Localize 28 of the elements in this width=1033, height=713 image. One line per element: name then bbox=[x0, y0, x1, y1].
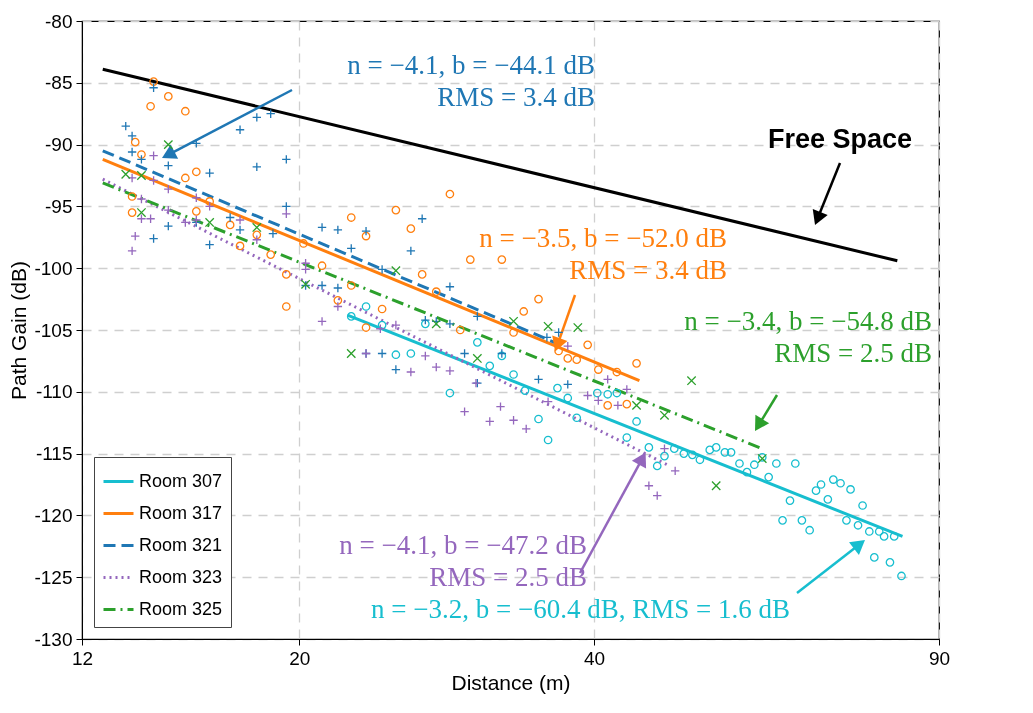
y-tick-label: -80 bbox=[45, 10, 73, 32]
annotation: n = −3.4, b = −54.8 dB RMS = 2.5 dB bbox=[684, 306, 932, 368]
annotation: Free Space bbox=[767, 124, 913, 154]
legend-label: Room 307 bbox=[139, 470, 223, 491]
y-tick-label: -90 bbox=[45, 134, 73, 156]
x-axis-title: Distance (m) bbox=[451, 670, 571, 694]
y-axis-title: Path Gain (dB) bbox=[7, 261, 31, 400]
legend-label: Room 325 bbox=[139, 598, 223, 619]
annotation: n = −3.2, b = −60.4 dB, RMS = 1.6 dB bbox=[371, 594, 790, 624]
y-tick-label: -105 bbox=[34, 319, 73, 341]
y-tick-label: -130 bbox=[34, 628, 73, 650]
annotation: n = −3.5, b = −52.0 dB RMS = 3.4 dB bbox=[479, 223, 727, 285]
x-tick-label: 12 bbox=[71, 647, 94, 669]
x-tick-label: 40 bbox=[584, 647, 606, 669]
y-tick-label: -110 bbox=[35, 381, 73, 403]
x-tick-label: 20 bbox=[289, 647, 311, 669]
annotation: n = −4.1, b = −44.1 dB RMS = 3.4 dB bbox=[347, 50, 595, 112]
legend-label: Room 321 bbox=[139, 534, 223, 555]
y-tick-label: -100 bbox=[34, 257, 73, 279]
annotation: n = −4.1, b = −47.2 dB RMS = 2.5 dB bbox=[339, 530, 587, 592]
y-tick-label: -85 bbox=[45, 72, 73, 94]
y-tick-label: -115 bbox=[35, 443, 73, 465]
x-tick-label: 90 bbox=[928, 647, 951, 669]
y-tick-label: -120 bbox=[34, 504, 73, 526]
legend-label: Room 323 bbox=[139, 566, 223, 587]
y-tick-label: -95 bbox=[45, 195, 73, 217]
legend-label: Room 317 bbox=[139, 502, 223, 523]
y-tick-label: -125 bbox=[34, 566, 73, 588]
